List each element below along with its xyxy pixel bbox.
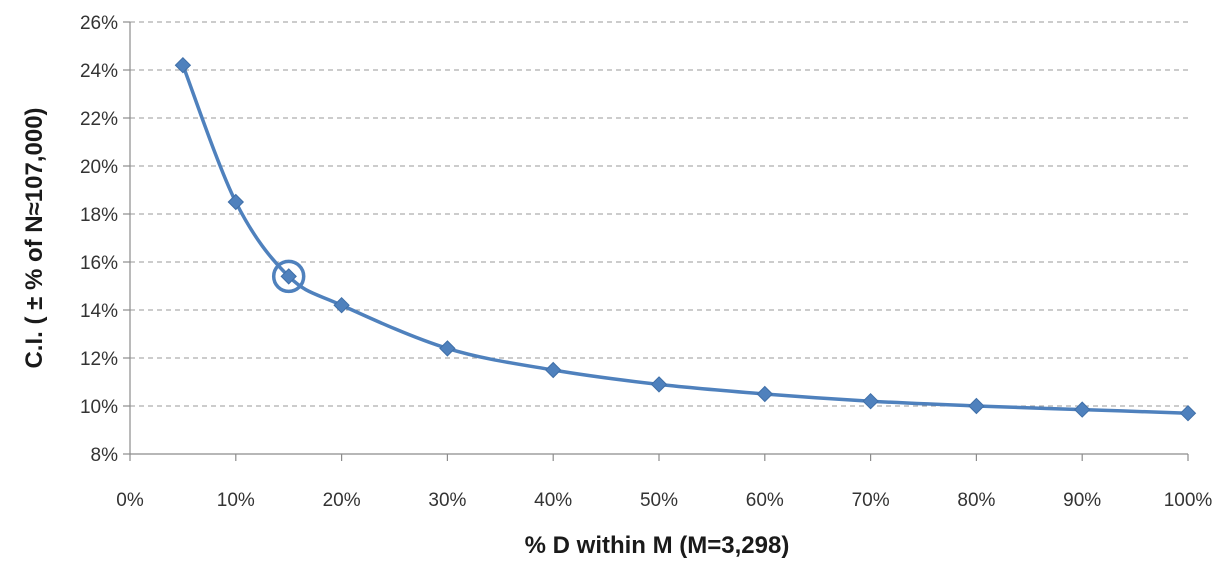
data-point-marker [280,268,297,285]
x-tick-label: 30% [428,490,466,511]
data-point-marker [227,193,245,211]
y-tick-label: 24% [80,61,118,82]
y-tick-label: 10% [80,397,118,418]
x-tick-label: 100% [1164,490,1213,511]
axes [123,21,1189,461]
highlight-circle [271,259,306,294]
y-tick-label: 14% [80,301,118,322]
x-tick-label: 50% [640,490,678,511]
data-point-marker [1073,401,1091,418]
y-tick-label: 22% [80,109,118,130]
x-tick-label: 70% [852,490,890,511]
y-tick-label: 16% [80,253,118,274]
data-point-marker [650,376,668,393]
x-tick-label: 80% [957,490,995,511]
x-tick-label: 40% [534,490,572,511]
series-line [181,64,1189,415]
data-point-marker [968,397,985,415]
x-tick-label: 60% [746,490,784,511]
y-tick-label: 18% [80,205,118,226]
y-tick-label: 8% [91,445,119,466]
gridlines [130,21,1188,407]
x-axis-title: % D within M (M=3,298) [525,532,790,559]
series [181,64,1189,415]
data-point-marker [439,340,456,357]
data-point-marker [756,385,774,403]
y-tick-label: 26% [80,13,118,34]
y-axis-title: C.I. ( ± % of N≈107,000) [21,107,48,368]
data-markers [174,56,1197,422]
data-point-marker [544,361,562,379]
tick-labels: 8% 10% 12% 14% 16% 18% 20% 22% 24% 26% 0% 10% 20% 30%… [80,13,1212,511]
y-tick-label: 20% [80,157,118,178]
y-tick-label: 12% [80,349,118,370]
data-point-marker [1179,404,1197,422]
x-tick-label: 90% [1063,490,1101,511]
x-tick-label: 0% [116,490,144,511]
data-point-marker [333,296,350,314]
data-point-marker [862,392,879,410]
x-tick-label: 20% [323,490,361,511]
x-tick-label: 10% [217,490,255,511]
data-point-marker [174,56,192,74]
